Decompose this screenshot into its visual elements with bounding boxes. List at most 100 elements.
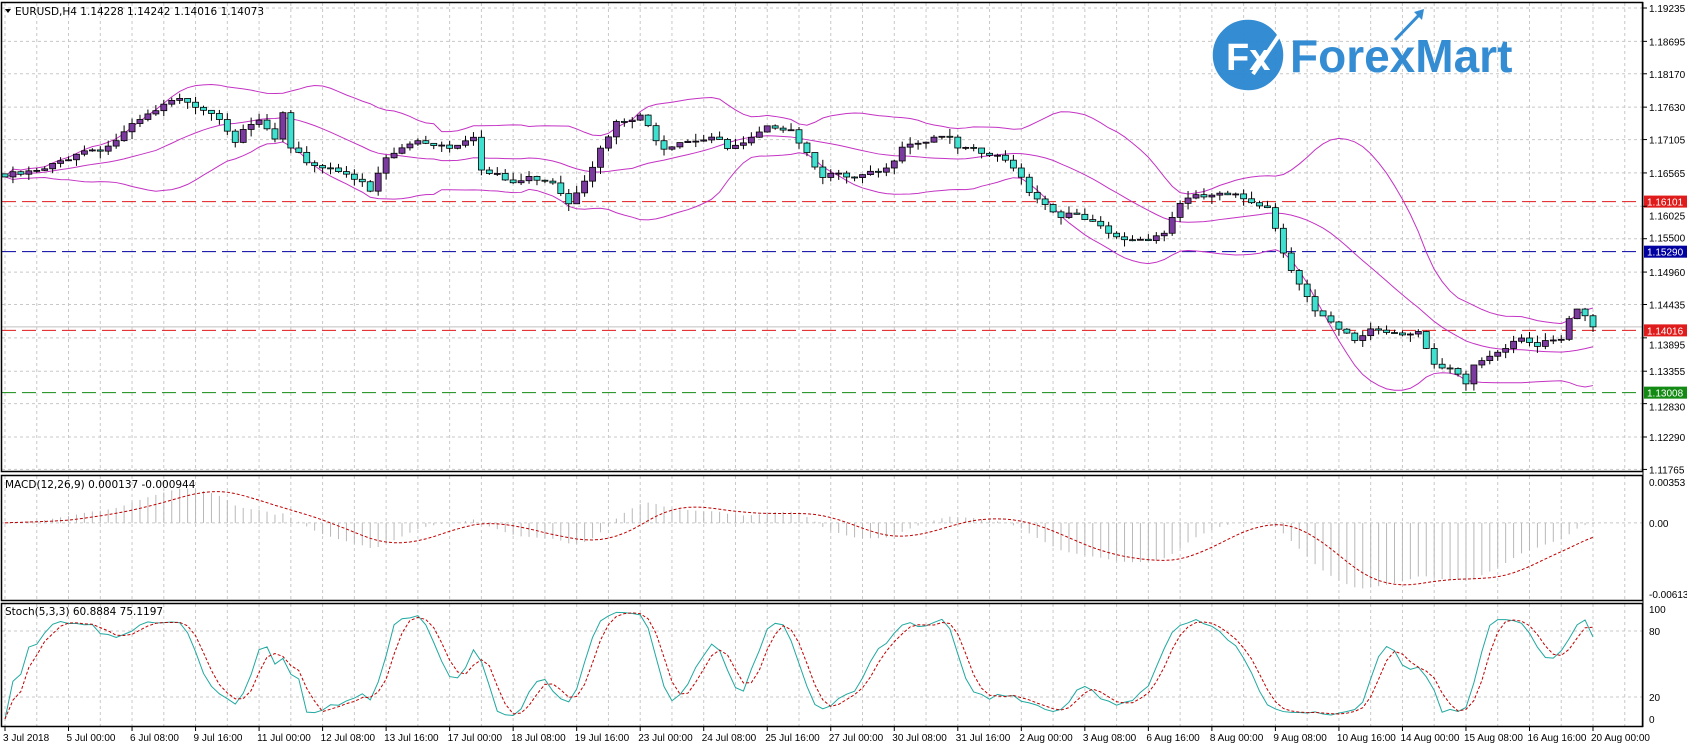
- candle-bull: [81, 150, 88, 155]
- candle-bear: [366, 181, 374, 192]
- candle-bear: [1009, 159, 1017, 169]
- price-axis-label: 1.17630: [1649, 103, 1686, 114]
- candle-bear: [716, 136, 723, 140]
- candle-bear: [311, 162, 319, 166]
- candle-bear: [795, 129, 803, 144]
- macd-panel: [2, 488, 1643, 589]
- candle-bear: [565, 193, 573, 205]
- candle-bull: [247, 123, 255, 130]
- candle-bull: [930, 136, 938, 143]
- time-axis-label: 27 Jul 00:00: [829, 733, 884, 744]
- price-axis-label: 1.12830: [1649, 403, 1686, 414]
- time-axis-label: 24 Jul 08:00: [702, 733, 757, 744]
- candle-bear: [223, 119, 231, 132]
- time-axis-label: 6 Aug 16:00: [1146, 733, 1200, 744]
- dropdown-triangle-icon[interactable]: [5, 9, 11, 13]
- bollinger-upper: [4, 84, 1594, 325]
- candle-bull: [128, 123, 136, 133]
- candle-bear: [533, 176, 541, 181]
- labels: EURUSD,H4 1.14228 1.14242 1.14016 1.1407…: [5, 6, 264, 618]
- candle-bull: [763, 125, 771, 133]
- candle-bear: [557, 182, 565, 194]
- candle-bear: [1311, 296, 1319, 312]
- candle-bull: [33, 169, 41, 172]
- candle-bear: [1049, 204, 1057, 213]
- candle-bull: [120, 131, 128, 142]
- candle-bear: [1319, 310, 1327, 317]
- candle-bull: [462, 140, 469, 146]
- candle-bear: [1256, 202, 1263, 207]
- candle-bull: [1478, 360, 1486, 366]
- level-price-label: 1.14016: [1647, 326, 1684, 337]
- candle-bull: [160, 103, 168, 112]
- candle-bull: [1367, 328, 1375, 337]
- candle-bull: [136, 119, 144, 124]
- candle-bull: [57, 160, 64, 164]
- price-axis-label: 1.15500: [1649, 234, 1686, 245]
- candle-bear: [192, 101, 199, 108]
- candle-bull: [684, 140, 692, 143]
- axes: 1.19235 1.18695 1.18170 1.17630 1.17105 1.165…: [3, 2, 1687, 744]
- candle-bull: [88, 149, 96, 152]
- candle-bull: [1406, 333, 1414, 336]
- time-axis-label: 18 Jul 08:00: [511, 733, 566, 744]
- candle-bear: [1129, 239, 1136, 242]
- candle-bull: [1494, 351, 1502, 357]
- stoch-main-line: [4, 611, 1594, 720]
- price-axis-label: 1.16565: [1649, 169, 1686, 180]
- candle-bear: [350, 173, 358, 180]
- candle-bear: [358, 178, 366, 183]
- candle-bear: [1446, 367, 1454, 370]
- time-axis-label: 3 Jul 2018: [3, 733, 50, 744]
- candle-bull: [867, 170, 874, 176]
- candle-bear: [184, 98, 192, 103]
- price-axis-label: 1.19235: [1649, 4, 1686, 15]
- candle-bear: [1, 173, 9, 178]
- level-price-tag: [1644, 245, 1687, 258]
- candle-bear: [1399, 332, 1406, 336]
- candle-bull: [835, 172, 843, 175]
- macd-axis-label: 0.00353: [1649, 478, 1686, 489]
- candle-bull: [1470, 364, 1478, 385]
- candle-bear: [620, 121, 628, 123]
- candle-bear: [1581, 308, 1589, 317]
- time-axis-label: 30 Jul 08:00: [892, 733, 947, 744]
- candle-bear: [1462, 373, 1470, 385]
- candle-bear: [422, 140, 430, 144]
- candle-bull: [898, 146, 906, 162]
- candle-bear: [215, 113, 223, 120]
- candle-bear: [660, 140, 668, 150]
- svg-text:ForexMart: ForexMart: [1290, 30, 1512, 82]
- candles: [1, 93, 1597, 391]
- candle-bear: [485, 169, 493, 174]
- candle-bull: [962, 146, 970, 149]
- candle-bull: [382, 157, 390, 174]
- candle-bull: [49, 163, 57, 170]
- level-price-label: 1.16101: [1647, 198, 1684, 209]
- candle-bear: [1113, 232, 1120, 238]
- candle-bear: [1017, 167, 1025, 178]
- candle-bear: [295, 147, 303, 153]
- candle-bull: [168, 100, 176, 105]
- candle-bear: [803, 142, 811, 153]
- candle-bull: [414, 140, 422, 145]
- time-axis-label: 19 Jul 16:00: [575, 733, 630, 744]
- candle-bull: [882, 167, 890, 173]
- candle-bull: [1359, 335, 1367, 341]
- candle-bear: [946, 135, 954, 138]
- candle-bear: [208, 109, 215, 114]
- forexmart-logo: Fx ForexMart: [1211, 9, 1512, 92]
- candle-bear: [1351, 332, 1359, 341]
- candle-bear: [1430, 348, 1438, 365]
- candle-bull: [1168, 216, 1176, 234]
- macd-header: MACD(12,26,9) 0.000137 -0.000944: [5, 479, 196, 491]
- time-axis-label: 12 Jul 08:00: [321, 733, 376, 744]
- candle-bear: [509, 179, 517, 184]
- candle-bull: [938, 135, 946, 138]
- candle-bull: [374, 172, 382, 192]
- candle-bear: [430, 142, 438, 146]
- candle-bull: [1518, 337, 1525, 342]
- candle-bull: [1065, 212, 1073, 218]
- candle-bear: [1383, 329, 1390, 333]
